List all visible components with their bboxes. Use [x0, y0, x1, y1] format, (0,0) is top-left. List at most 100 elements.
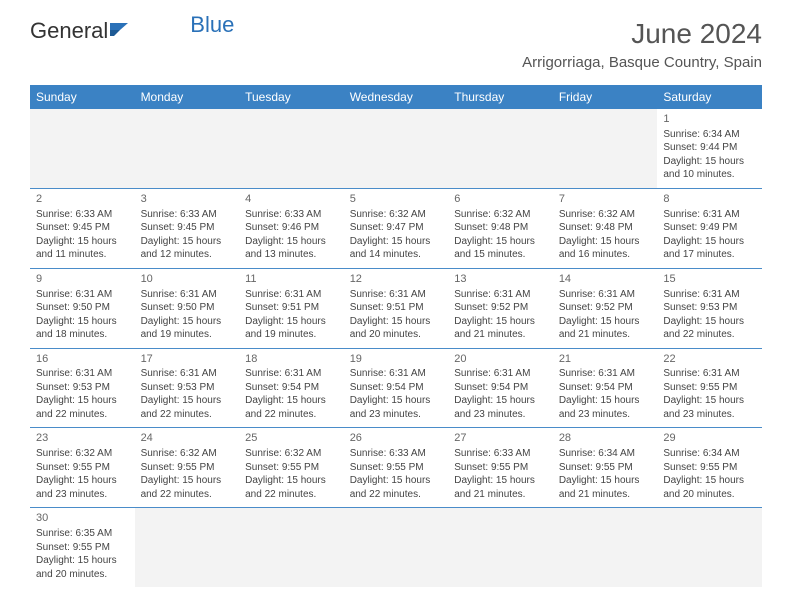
calendar-row: 9Sunrise: 6:31 AMSunset: 9:50 PMDaylight…	[30, 268, 762, 348]
day-number: 10	[141, 272, 234, 287]
sunrise-line: Sunrise: 6:31 AM	[36, 288, 129, 302]
daylight-line: Daylight: 15 hours and 23 minutes.	[36, 474, 129, 501]
calendar-cell: 19Sunrise: 6:31 AMSunset: 9:54 PMDayligh…	[344, 348, 449, 428]
calendar-cell: 6Sunrise: 6:32 AMSunset: 9:48 PMDaylight…	[448, 188, 553, 268]
sunrise-line: Sunrise: 6:35 AM	[36, 527, 129, 541]
sunset-line: Sunset: 9:51 PM	[245, 301, 338, 315]
day-number: 30	[36, 511, 129, 526]
sunrise-line: Sunrise: 6:32 AM	[141, 447, 234, 461]
calendar-cell: 21Sunrise: 6:31 AMSunset: 9:54 PMDayligh…	[553, 348, 658, 428]
day-number: 26	[350, 431, 443, 446]
day-number: 1	[663, 112, 756, 127]
weekday-header: Monday	[135, 85, 240, 109]
daylight-line: Daylight: 15 hours and 19 minutes.	[245, 315, 338, 342]
sunrise-line: Sunrise: 6:31 AM	[454, 288, 547, 302]
calendar-cell: 3Sunrise: 6:33 AMSunset: 9:45 PMDaylight…	[135, 188, 240, 268]
calendar-cell: 15Sunrise: 6:31 AMSunset: 9:53 PMDayligh…	[657, 268, 762, 348]
calendar-cell	[553, 109, 658, 188]
calendar-cell	[344, 508, 449, 587]
day-number: 13	[454, 272, 547, 287]
sunset-line: Sunset: 9:55 PM	[663, 461, 756, 475]
calendar-cell: 4Sunrise: 6:33 AMSunset: 9:46 PMDaylight…	[239, 188, 344, 268]
daylight-line: Daylight: 15 hours and 14 minutes.	[350, 235, 443, 262]
calendar-table: Sunday Monday Tuesday Wednesday Thursday…	[30, 85, 762, 587]
sunrise-line: Sunrise: 6:31 AM	[559, 288, 652, 302]
daylight-line: Daylight: 15 hours and 22 minutes.	[245, 474, 338, 501]
daylight-line: Daylight: 15 hours and 11 minutes.	[36, 235, 129, 262]
daylight-line: Daylight: 15 hours and 15 minutes.	[454, 235, 547, 262]
day-number: 9	[36, 272, 129, 287]
logo-text-2: Blue	[190, 12, 234, 38]
daylight-line: Daylight: 15 hours and 10 minutes.	[663, 155, 756, 182]
daylight-line: Daylight: 15 hours and 20 minutes.	[350, 315, 443, 342]
daylight-line: Daylight: 15 hours and 12 minutes.	[141, 235, 234, 262]
calendar-cell: 16Sunrise: 6:31 AMSunset: 9:53 PMDayligh…	[30, 348, 135, 428]
day-number: 2	[36, 192, 129, 207]
sunrise-line: Sunrise: 6:34 AM	[663, 128, 756, 142]
sunset-line: Sunset: 9:46 PM	[245, 221, 338, 235]
daylight-line: Daylight: 15 hours and 23 minutes.	[350, 394, 443, 421]
day-number: 25	[245, 431, 338, 446]
daylight-line: Daylight: 15 hours and 23 minutes.	[454, 394, 547, 421]
day-number: 7	[559, 192, 652, 207]
calendar-cell: 8Sunrise: 6:31 AMSunset: 9:49 PMDaylight…	[657, 188, 762, 268]
calendar-cell	[344, 109, 449, 188]
calendar-cell: 7Sunrise: 6:32 AMSunset: 9:48 PMDaylight…	[553, 188, 658, 268]
sunset-line: Sunset: 9:54 PM	[454, 381, 547, 395]
daylight-line: Daylight: 15 hours and 22 minutes.	[663, 315, 756, 342]
calendar-cell	[448, 508, 553, 587]
sunrise-line: Sunrise: 6:31 AM	[454, 367, 547, 381]
weekday-header: Wednesday	[344, 85, 449, 109]
daylight-line: Daylight: 15 hours and 21 minutes.	[454, 474, 547, 501]
day-number: 11	[245, 272, 338, 287]
daylight-line: Daylight: 15 hours and 20 minutes.	[36, 554, 129, 581]
calendar-cell: 27Sunrise: 6:33 AMSunset: 9:55 PMDayligh…	[448, 428, 553, 508]
calendar-cell: 11Sunrise: 6:31 AMSunset: 9:51 PMDayligh…	[239, 268, 344, 348]
calendar-cell: 17Sunrise: 6:31 AMSunset: 9:53 PMDayligh…	[135, 348, 240, 428]
sunrise-line: Sunrise: 6:31 AM	[141, 367, 234, 381]
title-block: June 2024 Arrigorriaga, Basque Country, …	[522, 18, 762, 71]
daylight-line: Daylight: 15 hours and 22 minutes.	[245, 394, 338, 421]
sunrise-line: Sunrise: 6:31 AM	[350, 288, 443, 302]
sunset-line: Sunset: 9:47 PM	[350, 221, 443, 235]
daylight-line: Daylight: 15 hours and 21 minutes.	[454, 315, 547, 342]
daylight-line: Daylight: 15 hours and 17 minutes.	[663, 235, 756, 262]
sunset-line: Sunset: 9:55 PM	[350, 461, 443, 475]
calendar-cell: 14Sunrise: 6:31 AMSunset: 9:52 PMDayligh…	[553, 268, 658, 348]
sunset-line: Sunset: 9:55 PM	[141, 461, 234, 475]
calendar-cell: 24Sunrise: 6:32 AMSunset: 9:55 PMDayligh…	[135, 428, 240, 508]
calendar-cell	[657, 508, 762, 587]
day-number: 8	[663, 192, 756, 207]
sunrise-line: Sunrise: 6:31 AM	[663, 367, 756, 381]
calendar-cell	[239, 508, 344, 587]
day-number: 15	[663, 272, 756, 287]
sunrise-line: Sunrise: 6:32 AM	[559, 208, 652, 222]
sunrise-line: Sunrise: 6:32 AM	[245, 447, 338, 461]
sunrise-line: Sunrise: 6:33 AM	[141, 208, 234, 222]
day-number: 29	[663, 431, 756, 446]
sunset-line: Sunset: 9:54 PM	[245, 381, 338, 395]
weekday-header: Thursday	[448, 85, 553, 109]
sunrise-line: Sunrise: 6:31 AM	[663, 288, 756, 302]
sunset-line: Sunset: 9:54 PM	[350, 381, 443, 395]
day-number: 28	[559, 431, 652, 446]
calendar-cell: 18Sunrise: 6:31 AMSunset: 9:54 PMDayligh…	[239, 348, 344, 428]
sunset-line: Sunset: 9:48 PM	[559, 221, 652, 235]
sunset-line: Sunset: 9:53 PM	[36, 381, 129, 395]
daylight-line: Daylight: 15 hours and 13 minutes.	[245, 235, 338, 262]
sunset-line: Sunset: 9:44 PM	[663, 141, 756, 155]
calendar-row: 2Sunrise: 6:33 AMSunset: 9:45 PMDaylight…	[30, 188, 762, 268]
sunset-line: Sunset: 9:55 PM	[663, 381, 756, 395]
sunrise-line: Sunrise: 6:34 AM	[559, 447, 652, 461]
sunrise-line: Sunrise: 6:33 AM	[350, 447, 443, 461]
calendar-cell	[30, 109, 135, 188]
weekday-header: Saturday	[657, 85, 762, 109]
daylight-line: Daylight: 15 hours and 22 minutes.	[141, 394, 234, 421]
sunset-line: Sunset: 9:48 PM	[454, 221, 547, 235]
calendar-cell: 26Sunrise: 6:33 AMSunset: 9:55 PMDayligh…	[344, 428, 449, 508]
header: General Blue June 2024 Arrigorriaga, Bas…	[0, 0, 792, 79]
calendar-cell	[135, 508, 240, 587]
calendar-cell	[135, 109, 240, 188]
day-number: 17	[141, 352, 234, 367]
sunset-line: Sunset: 9:50 PM	[141, 301, 234, 315]
